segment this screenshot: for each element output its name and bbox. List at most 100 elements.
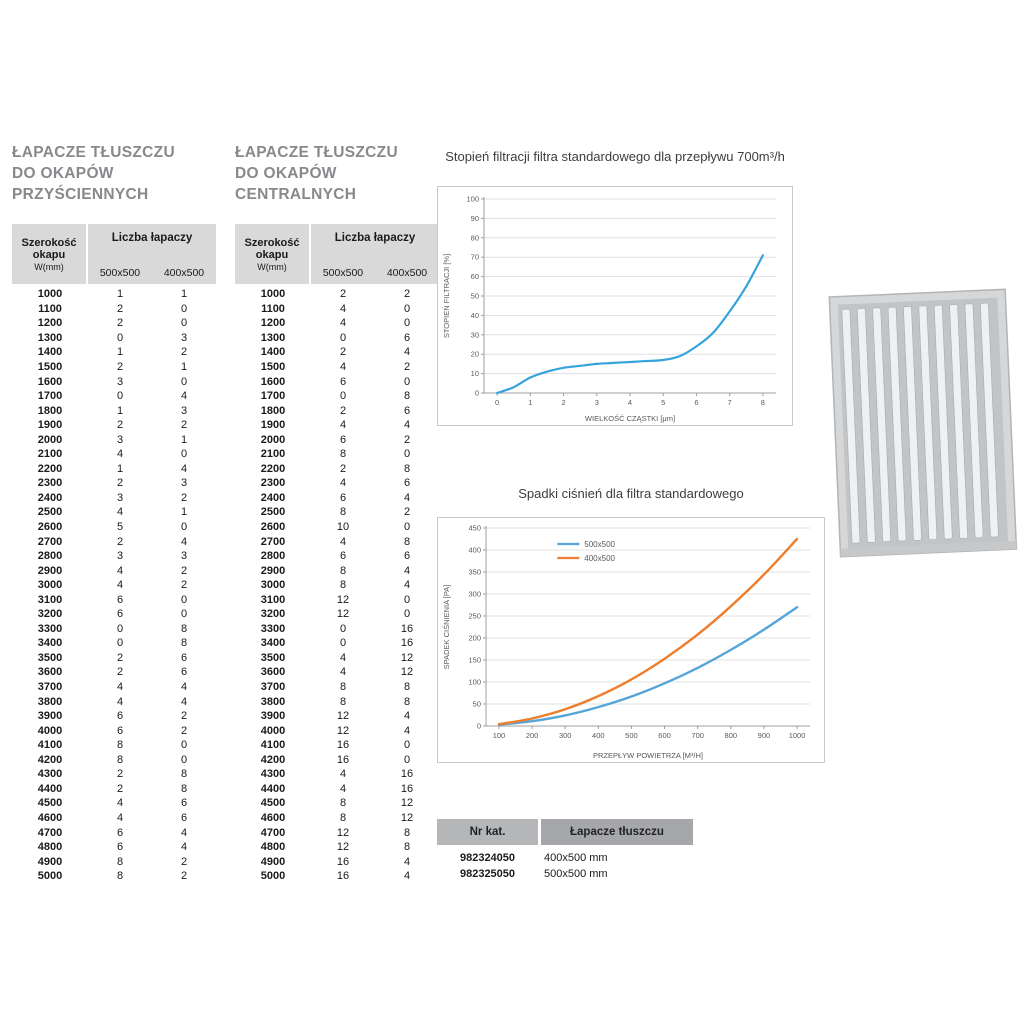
filtration-chart: Stopień filtracji filtra standardowego d… [437, 149, 793, 426]
table-row: 4100 8 0 [12, 738, 216, 753]
table-cell: 12 [336, 608, 350, 621]
table-cell: 4 [403, 419, 411, 432]
table-row: 3000 8 4 [235, 578, 439, 593]
table-cell: 2 [180, 419, 188, 432]
table-cell: 5 [116, 521, 124, 534]
table-cell: 1800 [260, 404, 286, 417]
table-row: 4300 4 16 [235, 767, 439, 782]
filtration-chart-title: Stopień filtracji filtra standardowego d… [445, 149, 785, 164]
svg-text:0: 0 [495, 398, 499, 407]
table-cell: 3400 [260, 637, 286, 650]
table-cell: 4 [116, 564, 124, 577]
trap-count-label: Liczba łapaczy [111, 232, 193, 244]
grease-trap-header: Łapacze tłuszczu [541, 819, 693, 845]
table-cell: 4 [180, 535, 188, 548]
filtration-chart-svg: 0 10 20 30 40 50 60 70 80 90 100 0 1 2 3 4 5 6 7 8 WIELKOŚĆ … [442, 195, 776, 423]
table-row: 1600 3 0 [12, 374, 216, 389]
table-cell: 400x500 mm [544, 852, 608, 864]
table-cell: 6 [403, 550, 411, 563]
table-row: 3500 4 12 [235, 651, 439, 666]
table-cell: 4500 [37, 797, 63, 810]
table-cell: 2800 [37, 550, 63, 563]
table-cell: 8 [339, 448, 347, 461]
table-row: 3900 6 2 [12, 709, 216, 724]
svg-text:300: 300 [559, 731, 572, 740]
table-cell: 4700 [37, 826, 63, 839]
table-cell: 2 [180, 870, 188, 883]
pressure-chart: Spadki ciśnień dla filtra standardowego … [437, 486, 825, 763]
table-row: 2500 8 2 [235, 505, 439, 520]
table-row: 982324050 400x500 mm [437, 850, 693, 866]
svg-text:3: 3 [595, 398, 599, 407]
table-cell: 982324050 [459, 852, 516, 864]
table-row: 1900 2 2 [12, 418, 216, 433]
table-row: 3300 0 8 [12, 622, 216, 637]
table-row: 3200 6 0 [12, 607, 216, 622]
table-row: 4400 2 8 [12, 782, 216, 797]
table-row: 2600 10 0 [235, 520, 439, 535]
table-cell: 4 [180, 390, 188, 403]
table-cell: 2400 [260, 491, 286, 504]
table-cell: 12 [336, 710, 350, 723]
table-row: 2100 4 0 [12, 447, 216, 462]
table-row: 1300 0 3 [12, 331, 216, 346]
table-cell: 1 [116, 288, 124, 301]
table-row: 4200 8 0 [12, 753, 216, 768]
svg-text:40: 40 [471, 311, 479, 320]
table-row: 1200 2 0 [12, 316, 216, 331]
table-cell: 2 [116, 477, 124, 490]
table-cell: 4100 [37, 739, 63, 752]
table-cell: 4 [339, 651, 347, 664]
table-cell: 4100 [260, 739, 286, 752]
size-col-500x500: 500x500 [322, 267, 364, 279]
svg-text:600: 600 [658, 731, 671, 740]
size-subheaders: 500x500 400x500 [311, 267, 439, 279]
table-cell: 0 [403, 375, 411, 388]
table-cell: 3200 [37, 608, 63, 621]
table-row: 4900 16 4 [235, 854, 439, 869]
table-row: 1500 2 1 [12, 360, 216, 375]
table-cell: 1500 [37, 361, 63, 373]
table-cell: 6 [339, 550, 347, 563]
table-cell: 12 [336, 826, 350, 839]
table-cell: 4 [403, 870, 411, 883]
table-cell: 3600 [37, 666, 63, 679]
table-cell: 3100 [260, 593, 286, 606]
table-cell: 1300 [260, 331, 286, 344]
table-cell: 6 [339, 491, 347, 504]
table-cell: 8 [403, 826, 411, 839]
table-cell: 5000 [260, 870, 286, 883]
table-row: 2700 4 8 [235, 534, 439, 549]
table-cell: 0 [403, 302, 411, 315]
table-cell: 2 [180, 710, 188, 723]
table-cell: 0 [180, 753, 188, 766]
table-cell: 0 [180, 317, 188, 330]
table-cell: 4 [116, 506, 124, 519]
table-cell: 3000 [260, 579, 286, 592]
table-cell: 0 [403, 593, 411, 606]
table-cell: 1 [116, 346, 124, 359]
catalog-number-header: Nr kat. [437, 819, 538, 845]
table-cell: 12 [400, 651, 414, 664]
table-cell: 3 [116, 550, 124, 563]
size-col-400x500: 400x500 [386, 267, 428, 279]
table-cell: 1200 [37, 317, 63, 330]
table-central-hoods: ŁAPACZE TŁUSZCZU DO OKAPÓW CENTRALNYCH S… [235, 142, 439, 883]
table-cell: 6 [180, 797, 188, 810]
size-subheaders: 500x500 400x500 [88, 267, 216, 279]
table-row: 3300 0 16 [235, 622, 439, 637]
table-cell: 2600 [37, 521, 63, 534]
table-cell: 2300 [37, 477, 63, 490]
table-row: 2400 3 2 [12, 491, 216, 506]
table-cell: 0 [116, 331, 124, 344]
table-cell: 0 [339, 637, 347, 650]
hood-width-label: Szerokość okapu [21, 236, 77, 261]
table-cell: 3400 [37, 637, 63, 650]
pressure-chart-title: Spadki ciśnień dla filtra standardowego [518, 486, 744, 501]
table-row: 2900 4 2 [12, 563, 216, 578]
table-row: 2100 8 0 [235, 447, 439, 462]
table-row: 2000 3 1 [12, 432, 216, 447]
table-cell: 1100 [38, 302, 62, 315]
svg-text:8: 8 [761, 398, 765, 407]
